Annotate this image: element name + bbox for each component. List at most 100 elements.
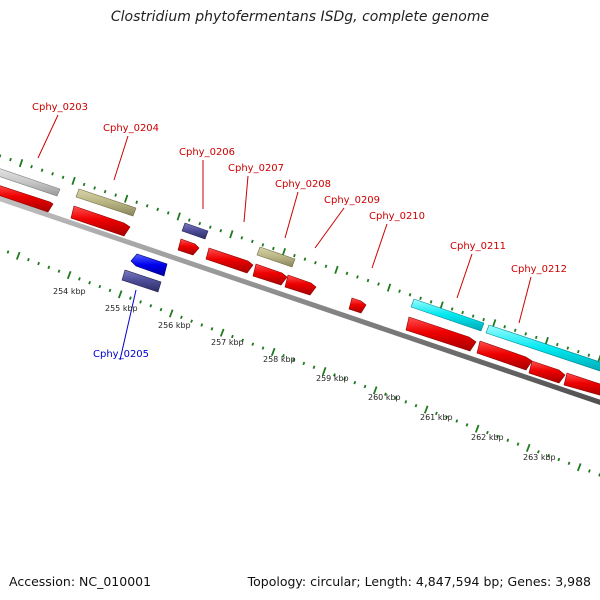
outer-ruler-minor-tick [93, 186, 96, 190]
outer-ruler-minor-tick [187, 218, 191, 222]
outer-ruler-minor-tick [261, 243, 265, 247]
cds-cphy-0212b[interactable] [528, 360, 566, 384]
outer-ruler-minor-tick [429, 300, 433, 304]
tick-label-261: 261 kbp [420, 413, 453, 422]
cds-cphy-0208[interactable] [252, 263, 288, 286]
outer-ruler-major-tick [281, 247, 287, 257]
inner-ruler-minor-tick [445, 415, 448, 419]
gene-label-cphy-0205[interactable]: Cphy_0205 [93, 349, 149, 360]
feature-cphy-0205-product[interactable] [121, 269, 162, 293]
inner-ruler-minor-tick [47, 265, 51, 270]
gene-label-cphy-0204[interactable]: Cphy_0204 [103, 123, 159, 134]
inner-ruler-ticks [6, 250, 600, 477]
inner-ruler-minor-tick [547, 453, 550, 458]
gene-label-cphy-0203[interactable]: Cphy_0203 [32, 102, 88, 113]
outer-ruler-major-tick [18, 159, 24, 168]
outer-ruler-minor-tick [303, 257, 307, 261]
outer-ruler-minor-tick [461, 310, 464, 315]
inner-ruler-minor-tick [302, 361, 306, 366]
tick-label-262: 262 kbp [471, 433, 504, 442]
inner-ruler-major-tick [423, 405, 429, 414]
inner-ruler-minor-tick [496, 434, 499, 439]
outer-ruler-minor-tick [82, 182, 86, 187]
genome-backbone [0, 196, 600, 405]
cds-cphy-0212c[interactable] [563, 372, 600, 396]
map-title: Clostridium phytofermentans ISDg, comple… [110, 9, 490, 25]
feature-cphy-0203-rna[interactable] [0, 167, 61, 197]
cds-cphy-0205[interactable] [130, 253, 168, 277]
feature-cphy-0211-product[interactable] [410, 298, 485, 332]
outer-ruler-minor-tick [208, 225, 212, 229]
outer-ruler-minor-tick [345, 271, 349, 276]
outer-ruler-minor-tick [114, 193, 117, 197]
cds-cphy-0210[interactable] [348, 297, 367, 314]
gene-callout-lines [37, 114, 532, 361]
outer-ruler-minor-tick [293, 253, 296, 258]
cds-cphy-0211[interactable] [405, 316, 477, 352]
outer-ruler-major-tick [229, 230, 234, 239]
inner-ruler-minor-tick [98, 284, 102, 289]
tick-label-259: 259 kbp [316, 374, 349, 383]
tick-label-256: 256 kbp [158, 321, 191, 330]
feature-cphy-0208-product[interactable] [256, 246, 296, 268]
inner-ruler-minor-tick [557, 457, 561, 462]
inner-ruler-minor-tick [210, 327, 214, 331]
outer-ruler-minor-tick [198, 221, 202, 226]
inner-ruler-minor-tick [129, 296, 132, 300]
outer-ruler-major-tick [176, 212, 181, 221]
inner-ruler-minor-tick [139, 300, 142, 304]
callout-line-4 [243, 175, 249, 223]
inner-ruler-minor-tick [200, 323, 204, 327]
callout-line-6 [314, 207, 345, 249]
outer-ruler-major-tick [544, 336, 549, 346]
inner-ruler-major-tick [168, 309, 174, 318]
outer-ruler-minor-tick [555, 342, 559, 347]
inner-ruler-major-tick [219, 328, 225, 337]
gene-label-cphy-0207[interactable]: Cphy_0207 [228, 163, 284, 174]
gene-label-cphy-0206[interactable]: Cphy_0206 [179, 147, 235, 158]
inner-ruler-minor-tick [363, 384, 367, 389]
feature-track [0, 167, 600, 396]
cds-cphy-0212a[interactable] [476, 340, 533, 371]
cds-cphy-0209[interactable] [284, 274, 317, 296]
callout-line-1 [113, 135, 129, 181]
inner-ruler-minor-tick [27, 257, 30, 262]
inner-ruler-major-tick [117, 290, 123, 299]
cds-cphy-0206[interactable] [177, 238, 200, 256]
outer-ruler-minor-tick [219, 228, 223, 233]
inner-ruler-minor-tick [414, 403, 418, 408]
outer-ruler-minor-tick [40, 168, 44, 172]
inner-ruler-major-tick [321, 367, 327, 376]
inner-ruler-minor-tick [404, 400, 408, 404]
inner-ruler-minor-tick [6, 250, 10, 254]
cds-cphy-0207[interactable] [205, 247, 254, 274]
gene-label-cphy-0209[interactable]: Cphy_0209 [324, 195, 380, 206]
gene-label-cphy-0211[interactable]: Cphy_0211 [450, 241, 506, 252]
tick-label-255: 255 kbp [105, 304, 138, 313]
gene-label-cphy-0208[interactable]: Cphy_0208 [275, 179, 331, 190]
cds-cphy-0204[interactable] [70, 205, 131, 237]
inner-ruler-minor-tick [78, 277, 81, 281]
inner-ruler-major-tick [15, 251, 21, 260]
outer-ruler-minor-tick [366, 278, 370, 283]
outer-ruler-minor-tick [408, 293, 412, 297]
gene-label-cphy-0212[interactable]: Cphy_0212 [511, 264, 567, 275]
tick-label-263: 263 kbp [523, 453, 556, 462]
cds-cphy-0203[interactable] [0, 184, 54, 213]
outer-ruler-minor-tick [450, 307, 454, 311]
outer-ruler-minor-tick [356, 275, 359, 279]
inner-ruler-minor-tick [384, 392, 387, 396]
gene-label-cphy-0210[interactable]: Cphy_0210 [369, 211, 425, 222]
inner-ruler-minor-tick [465, 423, 469, 427]
inner-ruler-minor-tick [37, 261, 40, 266]
inner-ruler-minor-tick [108, 288, 112, 293]
tick-label-254: 254 kbp [53, 287, 86, 296]
outer-ruler-minor-tick [314, 261, 317, 265]
feature-cphy-0212-product[interactable] [485, 324, 600, 372]
outer-ruler-minor-tick [482, 317, 486, 322]
tick-label-257: 257 kbp [211, 338, 244, 347]
feature-cphy-0206-product[interactable] [181, 222, 209, 240]
feature-cphy-0204-product[interactable] [75, 188, 137, 217]
outer-ruler-minor-tick [51, 172, 54, 176]
